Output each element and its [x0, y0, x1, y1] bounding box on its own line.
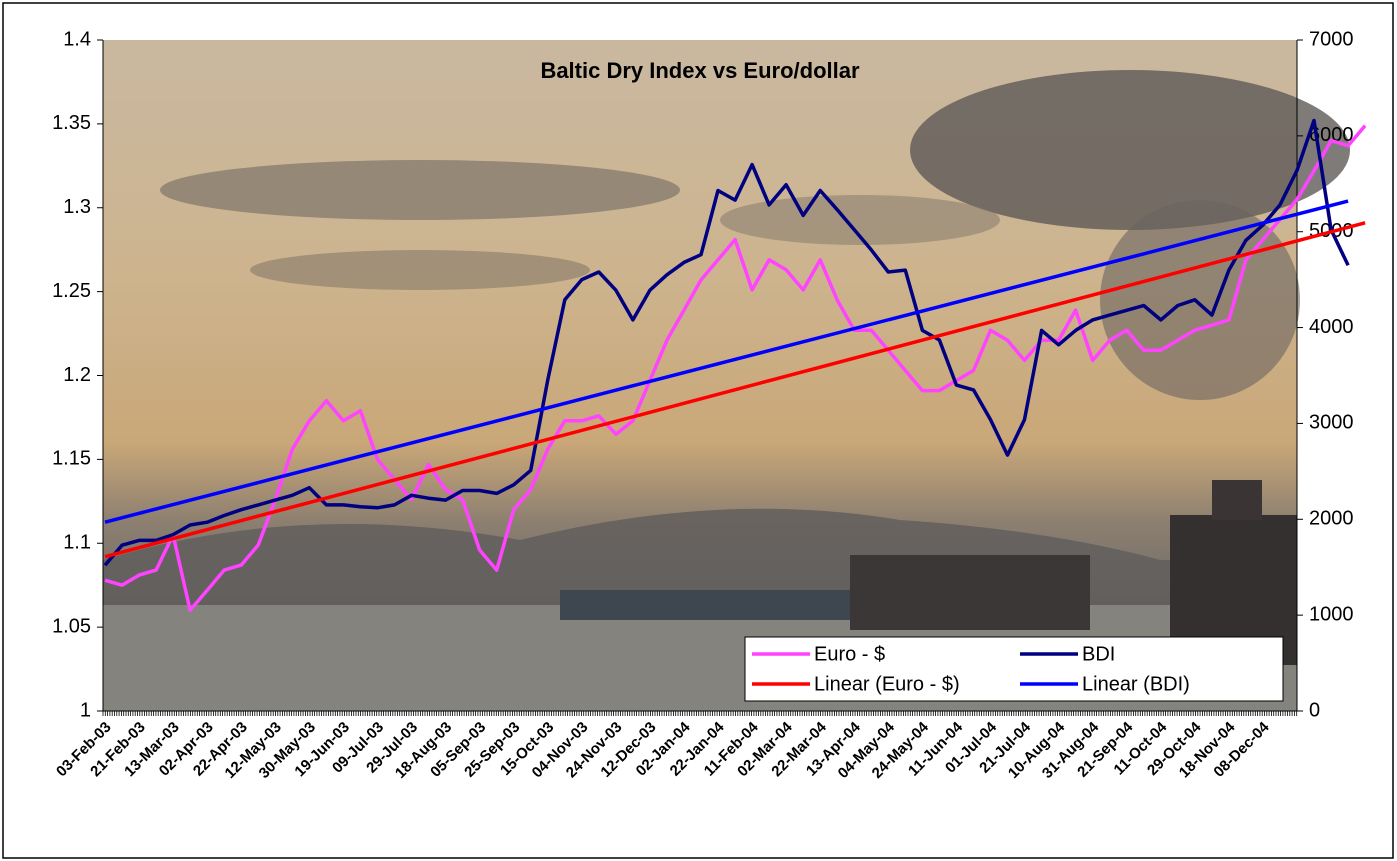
y-tick-label: 1.15 [52, 448, 91, 470]
y2-tick-label: 2000 [1309, 508, 1354, 530]
y-tick-label: 1.1 [63, 532, 91, 554]
y-tick-label: 1.05 [52, 615, 91, 637]
y-tick-label: 1.3 [63, 196, 91, 218]
series-line [103, 118, 1350, 567]
legend-label: BDI [1082, 643, 1115, 665]
trendline [104, 199, 1349, 524]
y-tick-label: 1.25 [52, 280, 91, 302]
y-tick-label: 1 [80, 699, 91, 721]
y2-tick-label: 0 [1309, 699, 1320, 721]
y2-tick-label: 7000 [1309, 28, 1354, 50]
legend-label: Euro - $ [814, 643, 885, 665]
series-line [104, 124, 1367, 613]
y2-tick-label: 1000 [1309, 603, 1354, 625]
y-tick-label: 1.4 [63, 28, 91, 50]
y2-tick-label: 4000 [1309, 316, 1354, 338]
legend-box [744, 636, 1284, 702]
y-tick-label: 1.2 [63, 364, 91, 386]
y2-tick-label: 6000 [1309, 124, 1354, 146]
legend: Euro - $ BDI Linear (Euro - $) Linear (BDI) [744, 636, 1284, 702]
chart-title: Baltic Dry Index vs Euro/dollar [540, 58, 860, 83]
y2-tick-label: 3000 [1309, 412, 1354, 434]
y-tick-label: 1.35 [52, 112, 91, 134]
background-photo [103, 40, 1350, 711]
trendline [104, 221, 1366, 559]
x-minor-ticks [102, 711, 1298, 716]
legend-label: Linear (BDI) [1082, 673, 1190, 695]
legend-label: Linear (Euro - $) [814, 673, 960, 695]
